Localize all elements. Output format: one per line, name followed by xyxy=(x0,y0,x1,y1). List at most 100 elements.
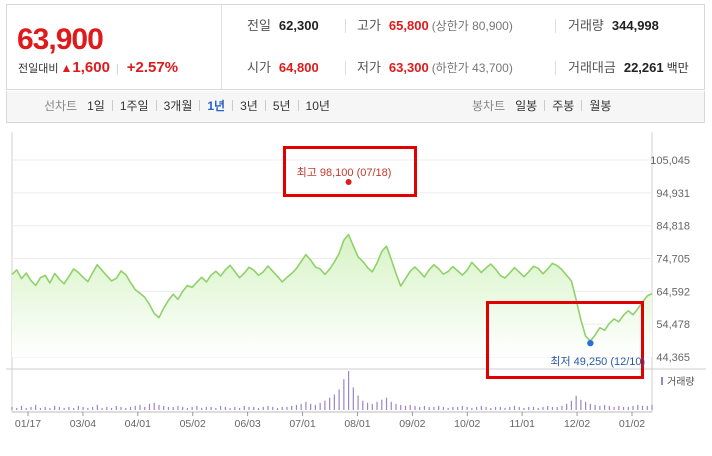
volume-bar xyxy=(44,406,46,410)
tab-monthly[interactable]: 월봉 xyxy=(589,99,612,113)
chart-period-tabs: 선차트 1일 1주일 3개월 1년 3년 5년 10년 봉차트 일봉 주봉 월봉 xyxy=(6,91,705,123)
volume-bar xyxy=(115,405,117,410)
x-tick-label: 04/01 xyxy=(125,418,151,430)
change-amount: 1,600 xyxy=(72,59,110,76)
volume-bar xyxy=(286,406,288,410)
tab-3-months[interactable]: 3개월 xyxy=(163,99,193,113)
y-tick-label: 44,365 xyxy=(656,352,690,364)
trade-amount: 거래대금 22,261 백만 xyxy=(568,47,689,89)
volume-bar xyxy=(494,406,497,410)
change-label: 전일대비 xyxy=(18,63,59,75)
volume-bar xyxy=(504,407,506,410)
volume-bar xyxy=(125,407,127,410)
volume-bar xyxy=(452,406,454,410)
volume-bar xyxy=(144,406,146,410)
y-tick-label: 84,818 xyxy=(656,221,690,233)
volume-bar xyxy=(551,406,554,410)
volume-bar xyxy=(376,401,378,410)
tab-1-day[interactable]: 1일 xyxy=(87,99,105,113)
volume-bar xyxy=(622,406,625,410)
volume-bar xyxy=(627,406,629,410)
divider xyxy=(581,100,583,111)
divider: | xyxy=(115,63,119,75)
volume-bar xyxy=(428,406,430,410)
volume-bar xyxy=(167,406,170,410)
volume-bar xyxy=(585,401,587,410)
highlight-box-high xyxy=(282,146,417,197)
volume-legend-swatch xyxy=(661,377,663,385)
volume-bar xyxy=(575,395,577,410)
tab-10-years[interactable]: 10년 xyxy=(305,99,330,113)
x-tick-label: 12/02 xyxy=(564,418,590,430)
volume-bar xyxy=(651,404,653,410)
volume-bar xyxy=(357,395,359,410)
volume-bar xyxy=(73,407,75,410)
volume-bar xyxy=(480,405,482,410)
volume-bar xyxy=(35,404,37,410)
low-label: 저가 xyxy=(357,60,381,75)
tab-1-year[interactable]: 1년 xyxy=(207,99,226,113)
divider xyxy=(297,100,299,111)
volume-bar xyxy=(589,403,591,410)
volume-bar xyxy=(547,405,549,410)
volume-bar xyxy=(599,405,601,410)
volume-bar xyxy=(419,406,421,410)
volume-stat: 거래량 344,998 xyxy=(568,5,659,47)
tab-weekly[interactable]: 주봉 xyxy=(552,99,575,113)
volume-bar xyxy=(77,405,79,410)
volume-bar xyxy=(96,404,98,410)
volume-bar xyxy=(499,406,501,410)
price-chart-svg: 105,045 94,931 84,818 74,705 64,592 54,478 44,… xyxy=(6,132,706,430)
volume-bar xyxy=(191,406,193,410)
volume-bar xyxy=(272,406,274,410)
volume-bar xyxy=(58,406,61,410)
volume-bar xyxy=(385,397,388,410)
volume-bar xyxy=(182,406,184,410)
volume-bar xyxy=(310,403,312,410)
volume-bar xyxy=(54,405,56,410)
divider xyxy=(345,61,346,75)
x-tick-label: 09/02 xyxy=(399,418,425,430)
volume-bar xyxy=(281,406,283,410)
volume-bar xyxy=(110,407,113,410)
prev-close-value: 62,300 xyxy=(278,18,319,33)
high-value: 65,800 xyxy=(388,18,429,33)
volume-bar xyxy=(528,406,530,410)
low-annotation: 최저 49,250 (12/10) xyxy=(550,356,646,369)
volume-bar xyxy=(253,406,255,410)
tab-5-years[interactable]: 5년 xyxy=(272,99,291,113)
volume-bar xyxy=(229,407,231,410)
tab-daily[interactable]: 일봉 xyxy=(515,99,538,113)
x-tick-label: 08/01 xyxy=(344,418,370,430)
volume-bar xyxy=(580,399,582,410)
tab-1-week[interactable]: 1주일 xyxy=(119,99,149,113)
volume-bar xyxy=(82,406,84,410)
price-chart: 105,045 94,931 84,818 74,705 64,592 54,478 44,… xyxy=(0,124,712,456)
tab-3-years[interactable]: 3년 xyxy=(240,99,258,113)
volume-bar xyxy=(352,387,354,410)
x-tick-label: 06/03 xyxy=(234,418,260,430)
x-tick-label: 03/04 xyxy=(70,418,96,430)
volume-bar xyxy=(177,405,179,410)
volume-bar xyxy=(404,405,407,410)
volume-bar xyxy=(87,407,89,410)
volume-bar xyxy=(338,389,340,410)
volume-bar xyxy=(148,403,151,410)
low-price: 저가 63,300 (하한가 43,700) xyxy=(357,47,513,89)
volume-bar xyxy=(646,405,648,410)
divider xyxy=(155,100,157,111)
volume-bar xyxy=(461,405,463,410)
high-annotation: 최고 98,100 (07/18) xyxy=(296,167,392,179)
lower-limit: (하한가 43,700) xyxy=(431,61,513,75)
amount-value: 22,261 xyxy=(623,60,664,75)
x-tick-label: 05/02 xyxy=(180,418,206,430)
volume-bar xyxy=(295,404,298,410)
volume-bar xyxy=(314,404,317,410)
volume-bar xyxy=(537,407,539,410)
volume-bar xyxy=(362,400,364,410)
volume-bar xyxy=(329,397,331,410)
volume-bar xyxy=(291,405,293,410)
volume-bar xyxy=(210,406,212,410)
volume-bar xyxy=(319,402,321,410)
volume-bar xyxy=(305,401,307,410)
